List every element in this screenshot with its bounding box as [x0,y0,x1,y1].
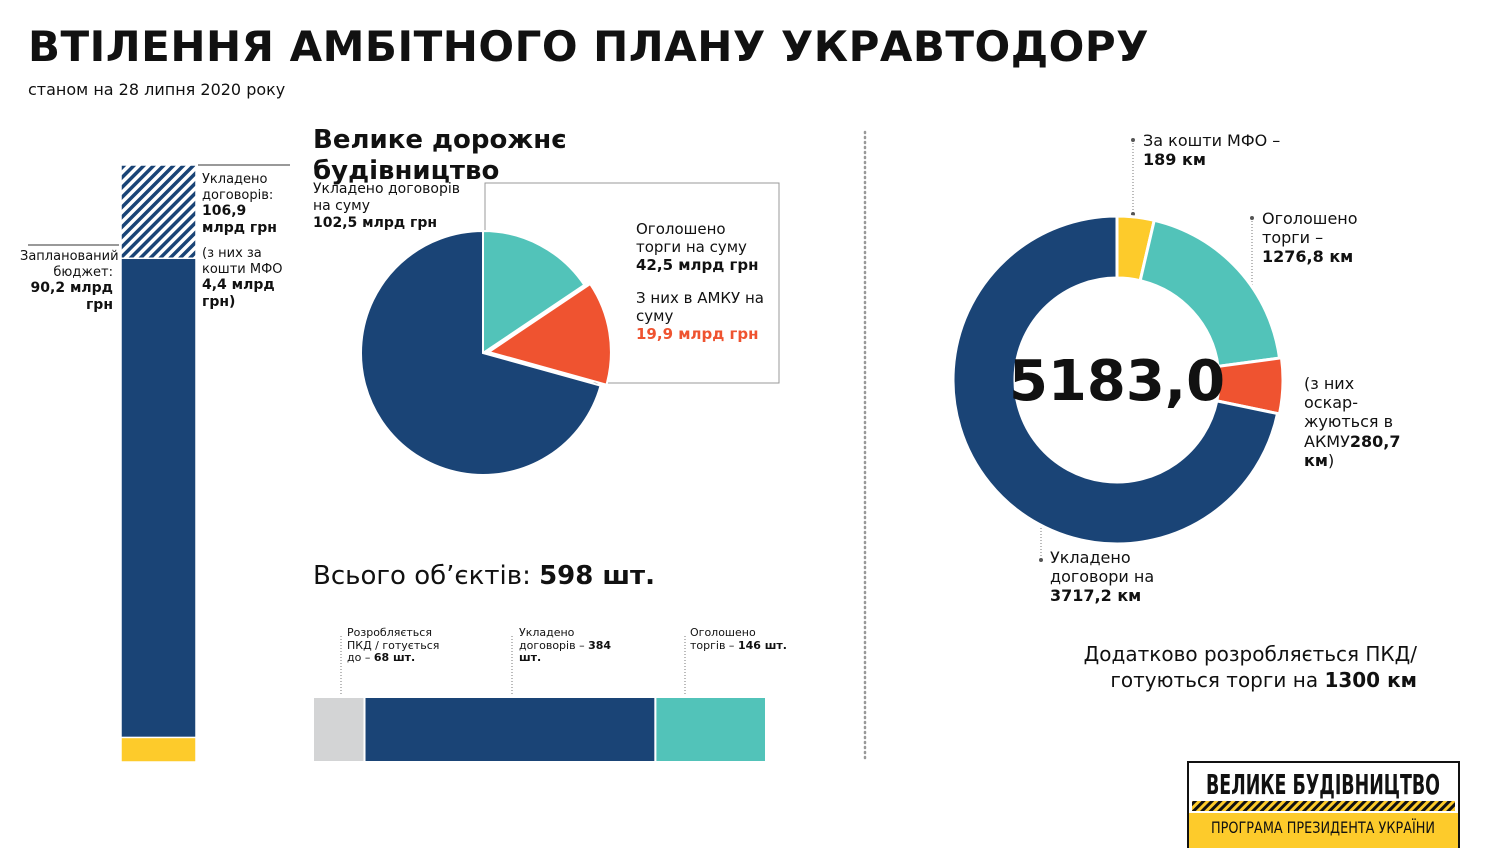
label-part: 3717,2 км [1050,586,1142,606]
segment-label: Розробляється ПКД / готується до – 68 шт… [347,626,447,665]
label-part: Оголошено торгів – [690,626,756,652]
logo-title: ВЕЛИКЕ БУДІВНИЦТВО [1206,768,1440,801]
label-part: З них в АМКУ на суму [636,289,764,325]
segment-label: За кошти МФО –189 км [1143,131,1303,169]
total-label: Всього об’єктів: 598 шт. [313,561,733,592]
label-part: Укладено договорів – [519,626,585,652]
label-part: 4,4 млрд грн) [202,277,275,310]
pie-slice [486,282,612,386]
bar-segment [654,696,768,763]
label-part: 19,9 млрд грн [636,325,759,343]
label-part: 90,2 млрд грн [30,280,113,313]
label-part: 598 шт. [539,561,655,591]
donut-segment [951,214,1280,546]
segment-label: Укладено договорів – 384 шт. [519,626,619,665]
slice-label: Укладено договорів на суму 102,5 млрд грн [313,181,473,231]
label-part: 106,9 млрд грн [202,203,277,236]
label-part: Оголошено торги – [1262,209,1358,248]
chart-title: Велике дорожнє будівництво [313,125,733,187]
pie-slice [360,229,602,476]
label-part: ) [1327,450,1335,470]
label-part: Укладено договорів на суму [313,181,460,214]
bar-segment [312,696,366,763]
label-part: Всього об’єктів: [313,561,531,591]
legend-label: Запланований бюджет: 90,2 млрд грн [20,249,119,314]
label-part: Запланований бюджет: [20,249,119,280]
segment-label: Укладено договори на 3717,2 км [1050,548,1190,606]
label-part: Укладено договори на [1050,548,1155,587]
segment-label: Оголошено торги –1276,8 км [1262,209,1372,267]
logo-stripe [1192,801,1455,811]
bar-segment [363,696,657,763]
label-part: (з них за кошти МФО [202,246,283,277]
label-part: 384 шт. [519,638,612,665]
slice-label: Оголошено торги на суму 42,5 млрд грн [636,220,766,274]
bar [120,736,197,763]
pie-slice [482,229,586,355]
label-part: 189 км [1143,150,1206,170]
label-part: Додатково розробляється ПКД/готуються то… [1083,642,1417,692]
label-part: Велике дорожнє будівництво [313,125,567,187]
decor [28,130,1460,848]
label-part: 1300 км [1324,668,1417,692]
legend-label: Укладено договорів: 106,9 млрд грн [202,172,292,237]
segment-label: Оголошено торгів – 146 шт. [690,626,790,652]
label-part: 42,5 млрд грн [636,256,759,274]
donut-total: 5183,0 [1009,349,1225,414]
logo-subtitle: ПРОГРАМА ПРЕЗИДЕНТА УКРАЇНИ [1211,818,1435,837]
donut-segment [1138,218,1282,369]
label-part: Укладено договорів: [202,172,274,203]
label-part: Розробляється ПКД / готується до – [347,626,440,665]
label-part: (з них оскар-жуються в АКМУ [1304,374,1394,451]
segment-label: (з них оскар-жуються в АКМУ280,7 км) [1304,374,1412,470]
footnote: Додатково розробляється ПКД/готуються то… [1020,641,1417,693]
label-part: 68 шт. [373,651,416,665]
page-subtitle: станом на 28 липня 2020 року [28,80,286,99]
bar [120,257,197,763]
label-part: 280,7 км [1304,431,1401,470]
label-part: За кошти МФО – [1143,131,1281,150]
label-part: 1276,8 км [1262,247,1354,267]
slice-label: З них в АМКУ на суму 19,9 млрд грн [636,289,766,343]
page-title: ВТІЛЕННЯ АМБІТНОГО ПЛАНУ УКРАВТОДОРУ [28,22,1149,71]
legend-label: (з них за кошти МФО 4,4 млрд грн) [202,246,292,311]
logo-band [1189,813,1458,848]
label-part: Оголошено торги на суму [636,220,747,256]
label-part: 102,5 млрд грн [313,214,438,231]
label-part: 146 шт. [737,638,787,652]
